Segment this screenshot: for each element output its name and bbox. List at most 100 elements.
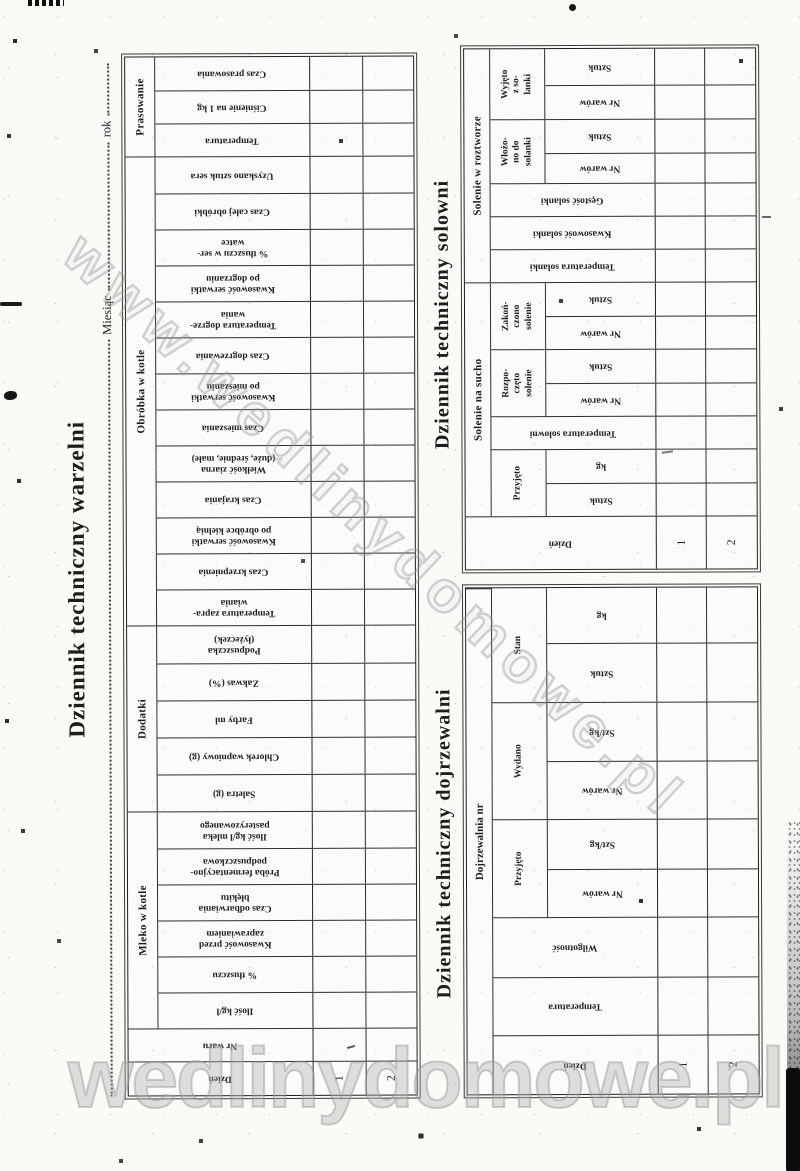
dotted-line [108, 339, 113, 1097]
form-column: Kwasowość serwatki po dogrzaniu [155, 264, 414, 302]
column-label: % tłuszczu [212, 970, 258, 981]
data-cell [706, 349, 756, 382]
column-label: Nr warów [580, 328, 621, 339]
scan-artifact [0, 302, 22, 306]
scan-artifact [28, 0, 64, 6]
data-cell [708, 761, 758, 818]
data-cell [366, 993, 416, 1028]
dotted-line [107, 63, 110, 116]
data-cell [312, 848, 366, 884]
column-label: Temperatura [548, 1001, 603, 1013]
column-label: kg [596, 610, 607, 621]
subgroup-przyjeto: Przyjęto Sztuk kg [491, 448, 757, 517]
data-cell [312, 737, 366, 774]
subgroup-label: Wyjęto z so- lanki [490, 49, 546, 120]
data-cell [657, 869, 709, 917]
column-label: Ilość kg/l mleka pasteryzowanego [199, 820, 270, 842]
bottom-watermark: wedlinydomowe.pl [67, 1030, 786, 1126]
data-cell [658, 977, 709, 1035]
subgroup-przyjeto: Przyjęto Nr warów Szt/kg [492, 818, 759, 918]
group-dodatki: Dodatki Saletra (g) Chlorek wapniowy (g)… [127, 624, 416, 812]
form-column: Nr warów [545, 152, 756, 184]
column-dzien: Dzień 1 2 [465, 515, 757, 570]
form-column: Sztuk [546, 482, 757, 517]
data-cell [708, 819, 758, 868]
column-label: Sztuk [588, 294, 613, 305]
form-column: Temperatura zapra- wiania [156, 588, 416, 626]
column-label: Chlorek wapniowy (g) [189, 751, 280, 762]
form-column: Ciśnienie na 1 kg [155, 89, 414, 124]
form-column: Zakwas (%) [157, 662, 416, 701]
data-cell [310, 123, 364, 156]
subgroup-label: Przyjęto [492, 820, 549, 918]
dojrzewalni-title: Dziennik techniczny dojrzewalni [432, 688, 456, 999]
data-cell [366, 849, 416, 884]
data-cell [310, 56, 364, 90]
column-label: Wilgotność [552, 942, 598, 954]
subgroup-zakonczono-solenie: Zakoń- czono solenie Nr warów Sztuk [490, 282, 757, 350]
form-column: Nr warów [545, 84, 756, 120]
scan-specks [0, 0, 2, 2]
form-column: Temperatura solanki [490, 248, 756, 283]
form-column: Saletra (g) [157, 773, 416, 812]
form-column: Farby ml [157, 699, 416, 738]
data-cell [313, 956, 367, 992]
data-cell [707, 483, 757, 515]
data-cell [363, 124, 413, 156]
group-label: Prasowanie [125, 57, 156, 157]
form-column: Gęstość solanki [490, 182, 756, 217]
column-label: Gęstość solanki [541, 195, 604, 206]
data-cell [706, 249, 756, 281]
column-label: Kwasowość serwatki po dogrzaniu [190, 273, 276, 295]
data-cell [705, 119, 755, 152]
subgroup-rozpoczeto-solenie: Rozpo- częto solenie Nr warów Sztuk [491, 348, 757, 417]
data-cell [707, 643, 757, 701]
group-prasowanie: Prasowanie Temperatura Ciśnienie na 1 kg… [125, 56, 414, 157]
column-label: Farby ml [215, 714, 254, 725]
data-cell [706, 282, 756, 315]
column-label: Temperatura [205, 135, 260, 146]
data-cell [705, 85, 755, 118]
month-year-line: Miesiąc rok [92, 63, 116, 1097]
data-cell [313, 884, 367, 920]
column-label: Nr warów [580, 395, 622, 406]
data-cell [312, 774, 366, 811]
data-cell [706, 216, 756, 248]
column-wilgotnosc: Wilgotność [493, 916, 759, 978]
data-cell [366, 885, 416, 920]
data-cell [364, 266, 414, 301]
column-label: Sztuk [589, 495, 613, 506]
data-cell [705, 153, 755, 182]
form-column: Chlorek wapniowy (g) [157, 736, 416, 775]
data-cell [657, 819, 708, 869]
data-cell [706, 449, 756, 482]
column-label: Szt/kg [589, 839, 616, 850]
data-cell [656, 416, 707, 449]
data-cell [364, 194, 414, 229]
subgroup-label: Zakoń- czono solenie [490, 283, 547, 350]
group-label: Mleko w kotle [127, 812, 159, 1029]
data-cell [365, 701, 415, 737]
column-label: Zakwas (%) [209, 677, 260, 688]
data-cell [312, 625, 366, 663]
warzelni-title: Dziennik techniczny warzelni [63, 420, 90, 738]
data-cell [706, 416, 756, 448]
column-label: Czas całej obróbki [194, 207, 271, 218]
form-column: kg [546, 449, 756, 484]
data-cell [311, 337, 365, 373]
form-column: Sztuk [545, 282, 756, 317]
column-label: Temperatura zapra- wiania [192, 597, 276, 619]
data-cell [655, 183, 706, 216]
form-column: Sztuk [545, 119, 755, 154]
pencil-mark [762, 216, 771, 218]
column-label: Próba fermentacyjno- podpuszczkowa [190, 856, 280, 878]
column-label: Temperatura solowni [530, 428, 617, 439]
data-cell [707, 702, 757, 760]
column-label: Sztuk [588, 62, 612, 73]
data-cell [310, 156, 364, 193]
rok-label: rok [98, 120, 113, 138]
data-cell [364, 302, 414, 337]
data-cell [312, 663, 366, 700]
column-label: Uzyskano sztuk sera [191, 170, 274, 181]
data-cell [310, 90, 364, 123]
